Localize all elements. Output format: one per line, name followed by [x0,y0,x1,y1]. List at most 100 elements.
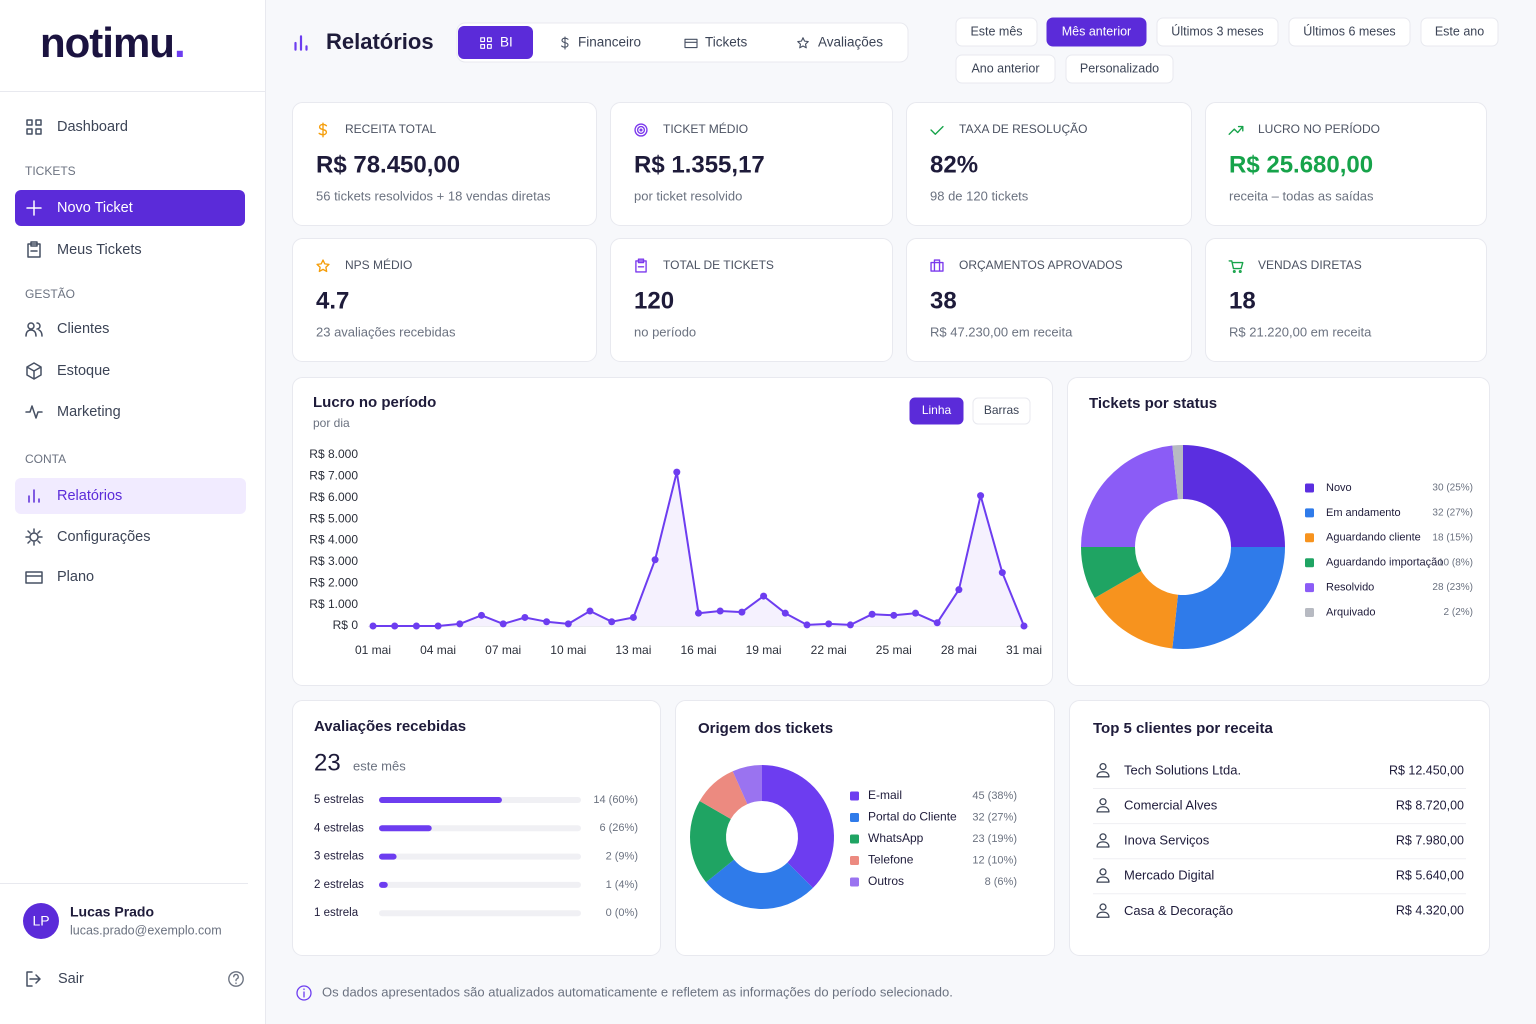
tab[interactable]: Financeiro [578,35,641,50]
tab-active-bg[interactable] [458,26,533,59]
legend-swatch [1305,608,1314,617]
period-button[interactable] [955,17,1038,47]
nav-item[interactable]: Meus Tickets [57,242,142,258]
period-label[interactable]: Últimos 3 meses [1171,23,1263,38]
line-marker [695,609,702,617]
x-tick-label: 28 mai [941,643,977,657]
logo-dot: . [174,19,185,66]
icon [1096,763,1110,778]
legend-swatch [1305,583,1314,593]
nav-item[interactable]: Plano [57,569,94,585]
period-label[interactable]: Este ano [1435,24,1484,38]
period-button[interactable] [1420,17,1499,47]
line-marker [977,492,985,500]
legend-swatch [850,877,859,887]
logout-link[interactable]: Sair [58,971,84,987]
legend-label: WhatsApp [868,831,924,845]
bar-track [379,881,581,888]
nav-item[interactable]: Clientes [57,321,109,337]
x-tick-label: 13 mai [615,643,651,657]
kpi-card [906,238,1192,362]
icon [930,259,944,272]
kpi-value: R$ 25.680,00 [1229,151,1373,178]
toggle-button[interactable] [909,397,964,425]
nav-section-title: TICKETS [25,164,76,178]
client-name: Casa & Decoração [1124,903,1233,918]
table-card [1069,700,1490,956]
footer-note: Os dados apresentados são atualizados au… [322,984,953,999]
bar-value-label: 2 (9%) [606,851,638,863]
period-label[interactable]: Personalizado [1080,61,1159,75]
client-revenue: R$ 4.320,00 [1396,904,1464,918]
kpi-value: 120 [634,287,674,314]
donut-segment [1094,571,1178,649]
line-marker [868,610,876,618]
period-label[interactable]: Mês anterior [1062,24,1131,38]
period-button[interactable] [955,54,1056,84]
nav-button-bg[interactable] [15,190,245,226]
line-marker [912,609,919,617]
legend-swatch [850,834,859,844]
nav-item[interactable]: Dashboard [57,119,128,135]
legend-label: Aguardando cliente [1326,532,1421,544]
nav-item[interactable]: Marketing [57,404,121,420]
nav-item[interactable]: Novo Ticket [57,200,133,216]
client-name: Inova Serviços [1124,833,1210,848]
kpi-label: NPS MÉDIO [345,257,412,272]
period-label[interactable]: Este mês [970,24,1022,38]
toggle-label[interactable]: Linha [922,403,952,417]
legend-value: 45 (38%) [972,790,1017,802]
legend-swatch [850,813,859,822]
nav-item[interactable]: Configurações [57,529,151,545]
tabs-container [456,22,909,63]
line-marker [651,556,659,564]
legend-label: Portal do Cliente [868,810,957,824]
period-label[interactable]: Últimos 6 meses [1303,23,1395,38]
kpi-note: R$ 21.220,00 em receita [1229,324,1372,339]
tab[interactable]: Tickets [705,35,748,50]
toggle-button[interactable] [972,397,1031,425]
legend-label: Arquivado [1326,606,1376,618]
y-tick-label: R$ 5.000 [309,511,358,525]
y-tick-label: R$ 0 [333,618,359,632]
legend-swatch [1305,508,1314,518]
period-button[interactable] [1065,54,1174,84]
tab[interactable]: BI [500,35,513,50]
kpi-card [1205,238,1487,362]
nav-item[interactable]: Estoque [57,363,110,379]
chart-card [675,700,1055,956]
kpi-label: RECEITA TOTAL [345,122,436,136]
client-name: Mercado Digital [1124,868,1214,883]
period-button[interactable] [1046,17,1147,47]
kpi-value: 18 [1229,287,1256,314]
period-button[interactable] [1156,17,1279,47]
bar-value-label: 1 (4%) [606,879,638,891]
line-marker [998,569,1006,577]
x-tick-label: 25 mai [876,643,912,657]
x-tick-label: 04 mai [420,643,456,657]
x-tick-label: 22 mai [811,643,847,657]
legend-value: 12 (10%) [972,854,1017,866]
line-marker [434,622,442,630]
legend-label: Em andamento [1326,507,1401,519]
line-marker [955,586,963,594]
line-marker [890,611,898,619]
line-marker [716,607,724,615]
icon [25,571,43,584]
tab[interactable]: Avaliações [818,35,883,50]
nav-active-bg[interactable] [15,478,246,514]
avatar [23,903,59,939]
nav-item[interactable]: Relatórios [57,488,122,504]
toggle-label[interactable]: Barras [984,403,1019,417]
period-label[interactable]: Ano anterior [971,61,1039,75]
period-button[interactable] [1288,17,1411,47]
legend-label: Resolvido [1326,582,1374,594]
x-tick-label: 16 mai [680,643,716,657]
legend-label: Novo [1326,482,1352,494]
icon [25,405,43,419]
client-name: Tech Solutions Ltda. [1124,762,1241,777]
bar-track [379,910,581,917]
legend-value: 2 (2%) [1444,607,1473,618]
client-revenue: R$ 7.980,00 [1396,833,1464,847]
